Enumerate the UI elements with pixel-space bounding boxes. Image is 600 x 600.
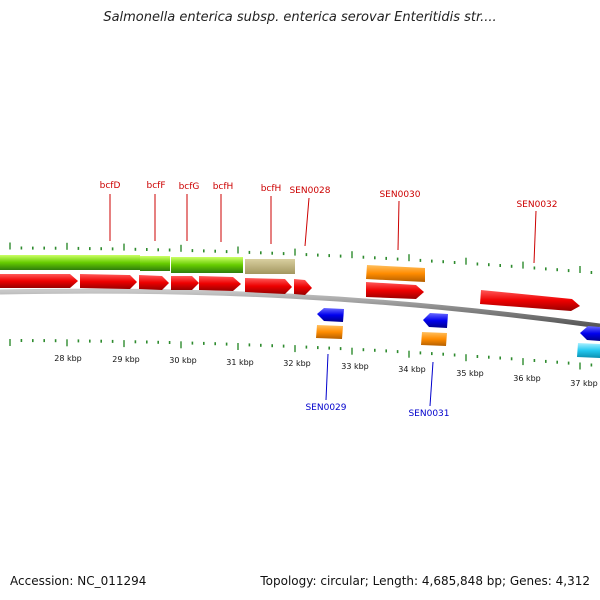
kbp-scale-labels: 28 kbp 29 kbp 30 kbp 31 kbp 32 kbp 33 kb… (54, 354, 598, 388)
top-gene-labels: bcfD bcfF bcfG bcfH bcfH SEN0028 SEN0030… (100, 181, 558, 210)
genome-summary-text: Topology: circular; Length: 4,685,848 bp… (260, 574, 590, 588)
gene-arrow-forward[interactable] (245, 278, 292, 294)
outer-tick-track (9, 242, 593, 274)
scale-label: 30 kbp (169, 356, 197, 365)
gene-label-sen0031[interactable]: SEN0031 (408, 409, 449, 419)
gene-arrow-forward[interactable] (199, 276, 241, 291)
orange-feature[interactable] (421, 332, 447, 346)
scale-label: 33 kbp (341, 362, 369, 371)
gene-label-sen0028[interactable]: SEN0028 (289, 186, 330, 196)
gene-label-sen0032[interactable]: SEN0032 (516, 200, 557, 210)
callout-line (325, 353, 329, 401)
callout-line (397, 200, 400, 251)
gene-arrow-reverse[interactable] (580, 326, 600, 341)
gene-cluster-band (0, 255, 295, 274)
callout-line (533, 210, 537, 264)
scale-label: 31 kbp (226, 358, 254, 367)
scale-label: 37 kbp (570, 379, 598, 388)
scale-label: 29 kbp (112, 355, 140, 364)
orange-feature[interactable] (366, 265, 425, 282)
orange-feature[interactable] (316, 325, 343, 339)
gene-label-bcfh[interactable]: bcfH (213, 182, 234, 192)
scale-label: 28 kbp (54, 354, 82, 363)
forward-strand-genes (0, 274, 580, 311)
tan-feature[interactable] (245, 259, 295, 274)
cluster-segment (171, 257, 243, 273)
gene-arrow-forward[interactable] (294, 279, 312, 295)
gene-label-bcfg[interactable]: bcfG (179, 182, 200, 192)
gene-label-bcff[interactable]: bcfF (146, 181, 165, 191)
gene-arrow-forward[interactable] (139, 275, 169, 290)
cluster-segment (0, 255, 80, 270)
gene-label-bcfd[interactable]: bcfD (100, 181, 121, 191)
gene-label-sen0030[interactable]: SEN0030 (379, 190, 420, 200)
scale-label: 35 kbp (456, 369, 484, 378)
top-callouts (109, 194, 537, 264)
gene-arrow-forward[interactable] (366, 282, 424, 299)
genome-title: Salmonella enterica subsp. enterica sero… (103, 10, 497, 25)
callout-line (304, 197, 310, 247)
scale-label: 34 kbp (398, 365, 426, 374)
bottom-gene-labels: SEN0029 SEN0031 (305, 403, 449, 419)
bottom-callouts (325, 353, 434, 407)
cluster-segment (80, 255, 140, 270)
reverse-strand-genes (316, 308, 600, 358)
callout-line (429, 361, 434, 407)
accession-text: Accession: NC_011294 (10, 574, 147, 588)
gene-label-sen0029[interactable]: SEN0029 (305, 403, 346, 413)
scale-label: 32 kbp (283, 359, 311, 368)
gene-arrow-forward[interactable] (80, 274, 137, 289)
genome-backbone (0, 288, 600, 329)
inner-tick-track (9, 339, 593, 370)
gene-arrow-reverse[interactable] (423, 313, 448, 328)
gene-arrow-forward[interactable] (480, 290, 580, 311)
scale-label: 36 kbp (513, 374, 541, 383)
gene-arrow-forward[interactable] (0, 274, 78, 288)
gene-arrow-reverse[interactable] (317, 308, 344, 322)
cluster-segment (140, 256, 170, 271)
cyan-feature[interactable] (577, 343, 600, 358)
gene-arrow-forward[interactable] (171, 276, 199, 290)
gene-label-bcfh-2[interactable]: bcfH (261, 184, 282, 194)
